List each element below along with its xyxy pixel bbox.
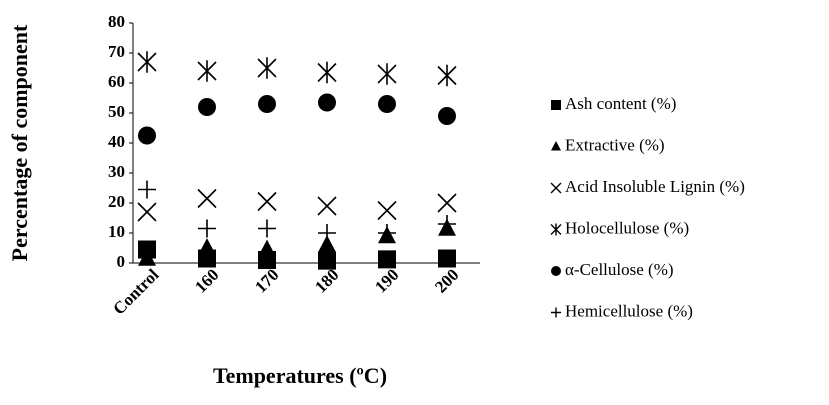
marker <box>137 202 157 222</box>
legend-marker <box>550 223 562 236</box>
marker <box>258 239 276 257</box>
y-tick-label: 70 <box>108 42 125 61</box>
marker <box>258 219 276 238</box>
y-tick-label: 40 <box>108 132 125 151</box>
marker <box>318 93 336 112</box>
marker <box>318 235 336 253</box>
marker <box>437 193 457 213</box>
marker <box>377 200 397 221</box>
marker <box>198 219 216 238</box>
marker <box>198 238 216 256</box>
marker <box>438 107 456 125</box>
marker <box>377 63 397 85</box>
marker <box>378 250 396 269</box>
marker <box>318 251 336 270</box>
legend-marker <box>551 100 561 110</box>
y-tick-label: 80 <box>108 12 125 31</box>
legend-label: Extractive (%) <box>565 135 665 154</box>
y-tick-label: 30 <box>108 162 125 181</box>
marker <box>138 180 156 199</box>
legend-label: Hemicellulose (%) <box>565 301 693 320</box>
marker <box>257 191 277 212</box>
y-tick-label: 50 <box>108 102 125 121</box>
marker <box>137 51 157 73</box>
x-tick-label: 200 <box>431 265 462 296</box>
y-tick-label: 60 <box>108 72 125 91</box>
legend-marker <box>550 182 562 194</box>
marker <box>138 248 156 266</box>
marker <box>257 57 277 79</box>
marker <box>258 95 276 113</box>
x-tick-label: 170 <box>251 265 282 296</box>
marker <box>318 224 336 242</box>
marker <box>197 60 217 82</box>
legend-label: Ash content (%) <box>565 94 676 113</box>
x-tick-label: 190 <box>371 265 402 296</box>
marker <box>138 126 156 145</box>
y-tick-label: 20 <box>108 192 125 211</box>
legend-marker <box>551 141 561 151</box>
y-tick-label: 10 <box>108 222 125 241</box>
marker <box>317 61 337 84</box>
marker <box>198 98 216 116</box>
legend-label: Acid Insoluble Lignin (%) <box>565 177 745 196</box>
y-tick-label: 0 <box>117 252 126 271</box>
y-axis-title: Percentage of component <box>7 24 32 261</box>
marker <box>378 224 396 242</box>
marker <box>437 64 457 87</box>
x-axis-title: Temperatures (ºC) <box>213 363 387 388</box>
x-tick-label: 180 <box>311 265 342 296</box>
marker <box>438 215 456 233</box>
marker <box>438 249 456 268</box>
x-tick-label: 160 <box>191 265 222 296</box>
marker <box>378 95 396 113</box>
legend-label: α-Cellulose (%) <box>565 260 674 279</box>
legend-marker <box>551 266 561 276</box>
marker <box>197 188 217 209</box>
x-tick-label: Control <box>109 265 162 318</box>
legend-marker <box>551 307 561 318</box>
marker <box>317 196 337 216</box>
legend-label: Holocellulose (%) <box>565 218 689 237</box>
